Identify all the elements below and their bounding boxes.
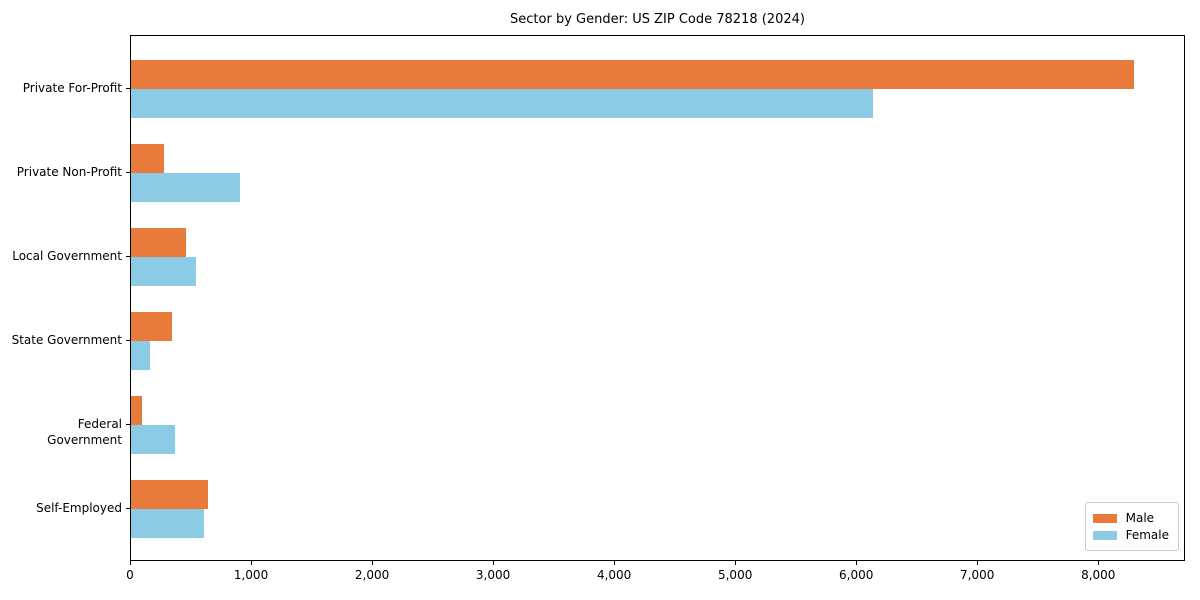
- x-tick-label: 8,000: [1081, 568, 1116, 582]
- male-bar-local-government: [131, 228, 186, 257]
- x-tick-mark: [977, 561, 979, 565]
- x-tick-label: 3,000: [475, 568, 511, 582]
- x-tick-mark: [856, 561, 858, 565]
- legend-entry-male: Male: [1092, 511, 1169, 525]
- y-tick-mark: [126, 88, 130, 89]
- female-bar-state-government: [131, 341, 150, 370]
- x-tick-mark: [251, 561, 253, 565]
- x-tick-mark: [493, 561, 495, 565]
- x-tick-label: 4,000: [596, 568, 632, 582]
- legend-label-female: Female: [1125, 528, 1169, 542]
- female-bar-self-employed: [131, 509, 204, 538]
- male-bar-private-non-profit: [131, 144, 164, 173]
- x-tick-mark: [372, 561, 374, 565]
- male-bar-private-for-profit: [131, 60, 1134, 89]
- male-bar-self-employed: [131, 480, 208, 509]
- female-bar-private-for-profit: [131, 89, 873, 118]
- y-tick-label-federal-government: Federal Government: [47, 417, 122, 447]
- legend-swatch-male: [1092, 513, 1117, 523]
- x-tick-label: 0: [126, 568, 134, 582]
- y-tick-label-state-government: State Government: [11, 333, 122, 347]
- x-tick-mark: [735, 561, 737, 565]
- legend-swatch-female: [1092, 530, 1117, 540]
- legend: Male Female: [1084, 502, 1179, 551]
- y-tick-mark: [126, 340, 130, 341]
- y-tick-mark: [126, 508, 130, 509]
- y-tick-mark: [126, 172, 130, 173]
- y-tick-label-private-for-profit: Private For-Profit: [22, 81, 122, 95]
- legend-entry-female: Female: [1092, 528, 1169, 542]
- chart-title: Sector by Gender: US ZIP Code 78218 (202…: [510, 12, 805, 27]
- male-bar-state-government: [131, 312, 172, 341]
- female-bar-federal-government: [131, 425, 175, 454]
- male-bar-federal-government: [131, 396, 142, 425]
- x-tick-mark: [1098, 561, 1100, 565]
- y-tick-mark: [126, 424, 130, 425]
- x-tick-mark: [130, 561, 131, 565]
- y-tick-label-local-government: Local Government: [12, 249, 122, 263]
- x-tick-label: 1,000: [233, 568, 269, 582]
- legend-label-male: Male: [1125, 511, 1155, 525]
- y-tick-mark: [126, 256, 130, 257]
- x-tick-mark: [614, 561, 616, 565]
- plot-area: Male Female: [130, 35, 1185, 561]
- x-tick-label: 7,000: [960, 568, 995, 582]
- y-tick-label-private-non-profit: Private Non-Profit: [16, 165, 122, 179]
- y-tick-label-self-employed: Self-Employed: [36, 501, 122, 515]
- x-tick-label: 2,000: [354, 568, 390, 582]
- female-bar-local-government: [131, 257, 196, 286]
- x-tick-label: 5,000: [717, 568, 753, 582]
- x-tick-label: 6,000: [839, 568, 874, 582]
- female-bar-private-non-profit: [131, 173, 240, 202]
